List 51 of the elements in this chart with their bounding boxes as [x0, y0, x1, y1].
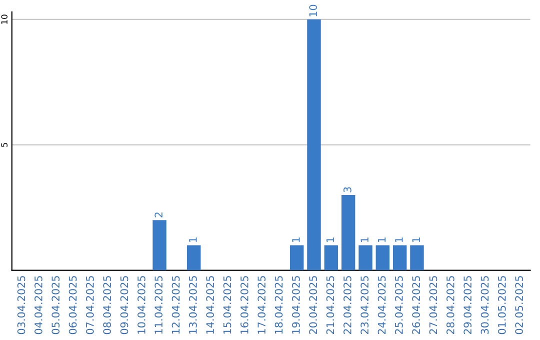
x-tick-label: 21.04.2025	[326, 276, 334, 334]
x-tick-label: 27.04.2025	[429, 276, 438, 334]
x-tick-label: 09.04.2025	[120, 276, 128, 334]
bar	[392, 245, 407, 270]
x-tick-label: 28.04.2025	[446, 276, 454, 334]
x-tick-label: 06.04.2025	[68, 276, 77, 334]
bar	[324, 245, 338, 270]
data-label: 1	[326, 238, 334, 242]
x-tick-label: 26.04.2025	[412, 276, 420, 334]
x-tick-label: 24.04.2025	[378, 276, 386, 334]
x-tick-label: 02.05.2025	[515, 276, 524, 334]
x-tick-label: 17.04.2025	[258, 276, 266, 334]
bar	[152, 220, 166, 270]
x-tick-label: 10.04.2025	[137, 276, 146, 334]
bar	[290, 245, 304, 270]
bar	[307, 19, 321, 270]
x-tick-label: 08.04.2025	[103, 276, 112, 334]
data-label: 10	[309, 4, 318, 16]
x-tick-label: 16.04.2025	[240, 276, 248, 334]
bar	[186, 245, 201, 270]
x-tick-label: 14.04.2025	[206, 276, 214, 334]
data-label: 1	[292, 238, 300, 242]
data-label: 2	[154, 212, 162, 218]
x-tick-label: 30.04.2025	[480, 276, 489, 334]
x-tick-label: 07.04.2025	[86, 276, 94, 334]
x-tick-label: 03.04.2025	[17, 276, 26, 334]
bar	[410, 245, 424, 270]
x-tick-label: 25.04.2025	[394, 276, 403, 334]
x-tick-label: 29.04.2025	[464, 276, 472, 334]
bar	[341, 195, 356, 270]
data-label: 3	[343, 187, 352, 192]
data-label: 1	[395, 238, 403, 242]
x-tick-label: 12.04.2025	[172, 276, 180, 334]
x-tick-label: 20.04.2025	[309, 276, 318, 334]
data-label: 1	[378, 238, 386, 242]
data-label: 1	[189, 238, 197, 242]
x-tick-label: 11.04.2025	[154, 276, 163, 334]
x-tick-label: 22.04.2025	[343, 276, 352, 334]
x-tick-label: 13.04.2025	[188, 276, 197, 334]
bar	[376, 245, 390, 270]
bar	[358, 245, 372, 270]
x-tick-label: 15.04.2025	[223, 276, 232, 334]
x-tick-label: 19.04.2025	[292, 276, 300, 334]
data-label: 1	[360, 238, 368, 242]
data-label: 1	[412, 238, 420, 242]
x-tick-label: 18.04.2025	[274, 276, 283, 334]
x-tick-label: 05.04.2025	[52, 276, 60, 334]
x-tick-label: 23.04.2025	[360, 276, 369, 334]
y-tick-label: 5	[1, 142, 8, 147]
x-tick-label: 04.04.2025	[34, 276, 42, 334]
x-tick-label: 01.05.2025	[498, 276, 506, 334]
